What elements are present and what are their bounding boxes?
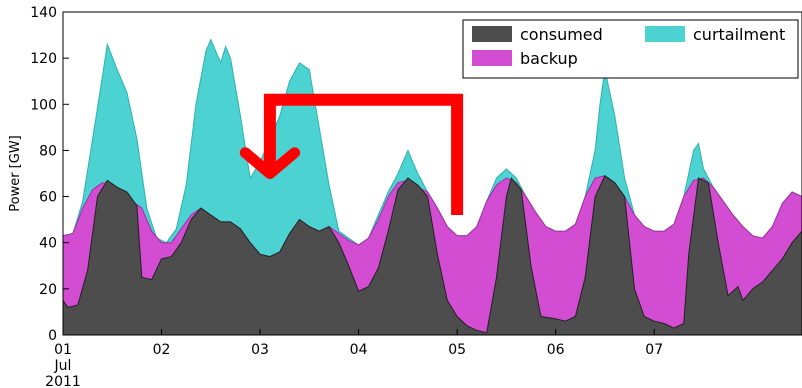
area-consumed (63, 175, 802, 335)
annotation-arrowhead (239, 147, 301, 179)
legend-box (462, 19, 799, 79)
x-tick-year: 2011 (45, 374, 81, 388)
y-tick-label: 60 (39, 190, 57, 206)
line-consumed (63, 175, 802, 334)
y-tick-label: 100 (30, 97, 57, 113)
y-tick-label: 20 (39, 282, 57, 298)
x-tick-month: Jul (54, 358, 72, 374)
legend-label: curtailment (693, 25, 785, 44)
x-tick-label: 01 (54, 342, 72, 358)
x-tick-label: 02 (153, 342, 171, 358)
y-tick-label: 120 (30, 51, 57, 67)
y-tick-label: 0 (48, 328, 57, 344)
y-tick-label: 40 (39, 236, 57, 252)
legend-label: consumed (520, 25, 603, 44)
x-tick-label: 04 (350, 342, 368, 358)
x-tick-label: 05 (448, 342, 466, 358)
y-axis-title: Power [GW] (8, 135, 23, 212)
x-tick-label: 07 (645, 342, 663, 358)
plot-frame (62, 11, 802, 336)
legend-swatch (472, 50, 512, 66)
y-tick-label: 140 (30, 5, 57, 21)
legend-swatch (472, 26, 512, 42)
legend-label: backup (520, 49, 578, 68)
y-tick-label: 80 (39, 143, 57, 159)
line-backup (63, 175, 802, 258)
legend-swatch (645, 26, 685, 42)
x-tick-label: 06 (547, 342, 565, 358)
annotation-bracket (263, 93, 464, 215)
x-tick-label: 03 (251, 342, 269, 358)
